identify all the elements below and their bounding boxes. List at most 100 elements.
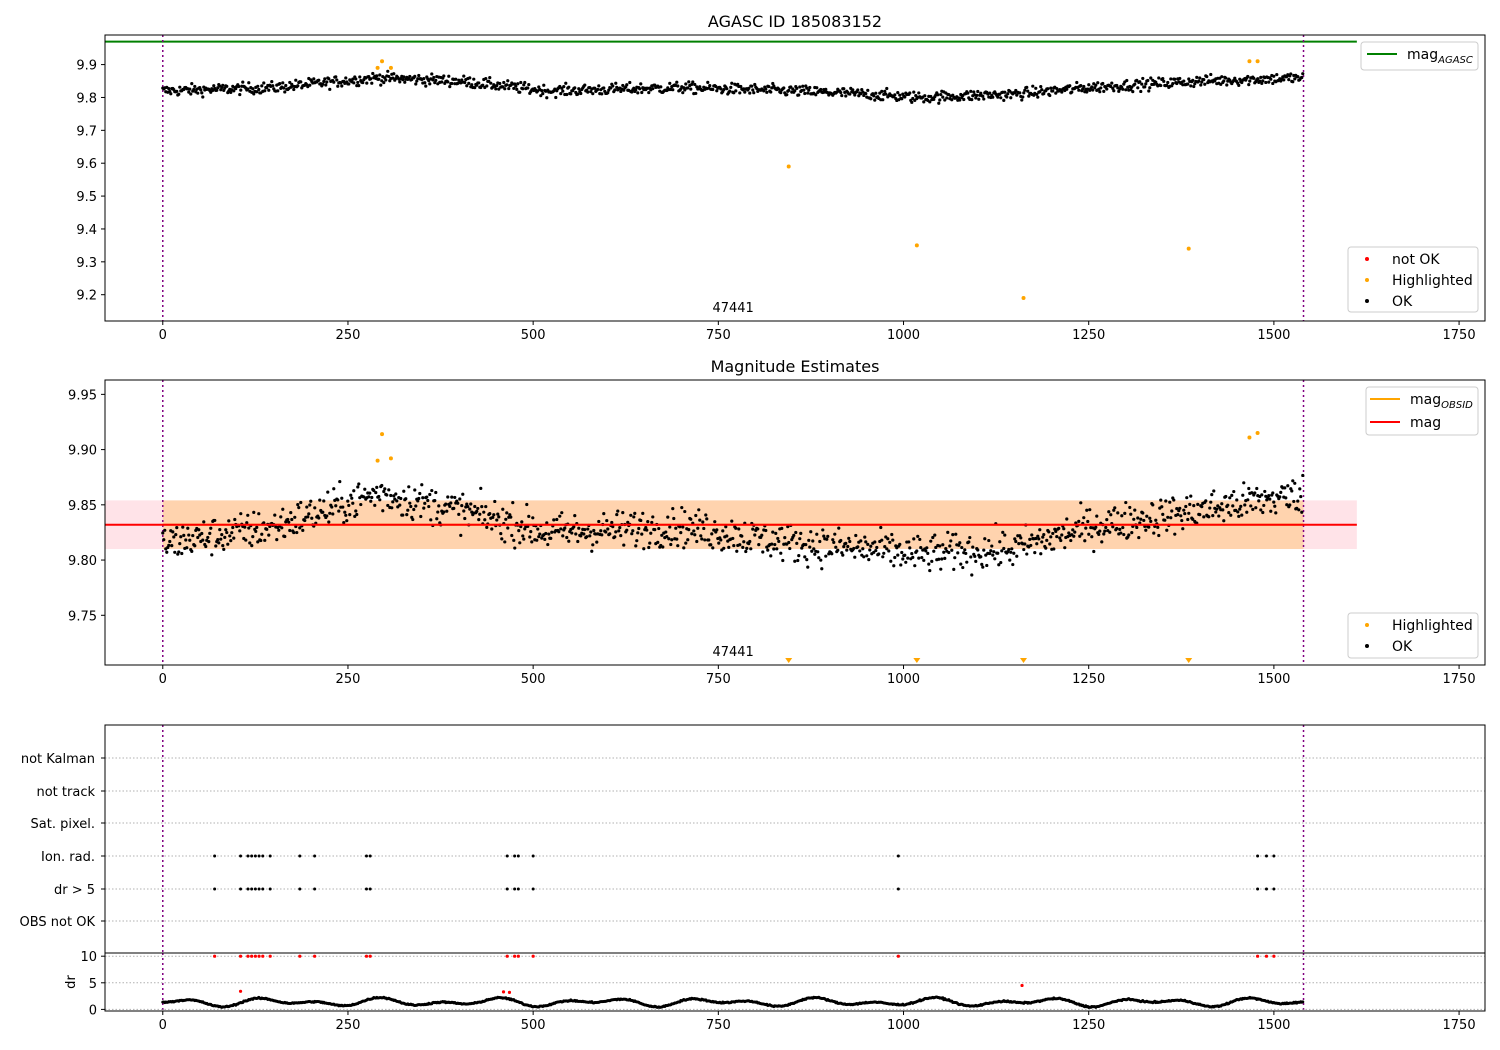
ok-point <box>1203 82 1207 86</box>
ok-point <box>267 533 271 537</box>
ok-point <box>313 506 317 510</box>
ok-point <box>825 537 829 541</box>
ok-point <box>382 489 386 494</box>
x-tick-label: 1500 <box>1257 672 1290 687</box>
x-tick-label: 750 <box>706 328 731 343</box>
ok-point <box>209 526 213 530</box>
ok-point <box>591 92 595 96</box>
ok-point <box>1001 530 1005 534</box>
ok-point <box>856 545 860 549</box>
ok-point <box>577 87 581 91</box>
legend-label: Highlighted <box>1392 618 1473 634</box>
ok-point <box>1073 530 1077 534</box>
ok-point <box>731 536 735 541</box>
ok-point <box>468 76 472 80</box>
ok-point <box>1149 519 1153 523</box>
ok-point <box>959 562 963 566</box>
ok-point <box>255 90 259 94</box>
ok-point <box>557 530 561 534</box>
ok-point <box>948 544 952 548</box>
ok-point <box>997 563 1001 567</box>
legend-marker <box>1365 257 1369 261</box>
ok-point <box>801 84 805 88</box>
ok-point <box>591 543 595 547</box>
ok-point <box>927 562 931 566</box>
ok-point <box>403 80 407 84</box>
ok-point <box>1246 74 1250 79</box>
ok-point <box>225 530 229 535</box>
highlighted-point <box>380 432 385 437</box>
ok-point <box>931 535 935 540</box>
ok-point <box>453 495 457 500</box>
ok-point <box>896 553 900 557</box>
ok-point <box>283 534 287 539</box>
ok-point <box>1236 510 1240 514</box>
ok-point <box>358 75 362 79</box>
ok-point <box>244 538 248 542</box>
ok-point <box>795 86 799 90</box>
ok-point <box>611 525 615 529</box>
ok-point <box>257 87 261 92</box>
ok-point <box>869 544 873 548</box>
ok-point <box>227 519 231 523</box>
ok-point <box>516 82 520 86</box>
ok-point <box>592 528 596 533</box>
x-tick-label: 1750 <box>1443 1018 1476 1033</box>
ok-point <box>1097 532 1101 537</box>
ok-point <box>992 550 996 554</box>
ok-point <box>882 551 886 555</box>
ok-point <box>334 75 338 79</box>
ok-point <box>1002 98 1006 102</box>
ok-point <box>363 487 367 491</box>
ok-point <box>691 80 695 84</box>
ok-point <box>475 509 479 513</box>
ok-point <box>1085 508 1089 512</box>
ok-point <box>295 530 299 535</box>
not-ok-point <box>246 954 250 958</box>
ok-point <box>1039 552 1043 556</box>
ok-point <box>531 516 535 520</box>
ok-point <box>816 550 820 554</box>
ok-point <box>699 534 703 538</box>
ok-point <box>918 537 922 542</box>
ok-point <box>1027 94 1031 98</box>
ok-point <box>1152 531 1156 535</box>
ok-point <box>375 74 379 78</box>
ok-point <box>466 504 470 509</box>
y-tick-label: 9.75 <box>68 609 97 624</box>
ok-point <box>246 87 250 91</box>
ok-point <box>819 87 823 92</box>
ok-point <box>1286 484 1290 488</box>
ok-point <box>813 552 817 556</box>
ok-point <box>507 86 511 91</box>
ok-point <box>607 88 611 92</box>
flag-row-label: dr > 5 <box>54 883 95 898</box>
ok-point <box>1057 526 1061 530</box>
ok-point <box>407 485 411 489</box>
ok-point <box>1260 493 1264 497</box>
ok-point <box>377 494 381 499</box>
ok-point <box>1260 81 1264 85</box>
ok-point <box>473 504 477 509</box>
ok-point <box>999 560 1003 565</box>
ok-point <box>340 84 344 88</box>
ok-point <box>1189 84 1193 88</box>
ok-point <box>563 526 567 530</box>
ok-point <box>517 528 521 533</box>
ok-point <box>1121 87 1125 91</box>
ok-point <box>1209 72 1213 77</box>
ok-point <box>422 506 426 510</box>
ok-point <box>519 524 523 529</box>
ok-point <box>676 84 680 88</box>
ok-point <box>689 87 693 91</box>
ok-point <box>232 536 236 540</box>
ok-point <box>1136 516 1140 520</box>
ok-point <box>413 74 417 78</box>
ok-point <box>334 504 338 508</box>
flag-point <box>213 854 217 858</box>
ok-point <box>375 485 379 489</box>
ok-point <box>769 90 773 94</box>
ok-point <box>966 91 970 95</box>
ok-point <box>1144 82 1148 86</box>
ok-point <box>864 540 868 544</box>
